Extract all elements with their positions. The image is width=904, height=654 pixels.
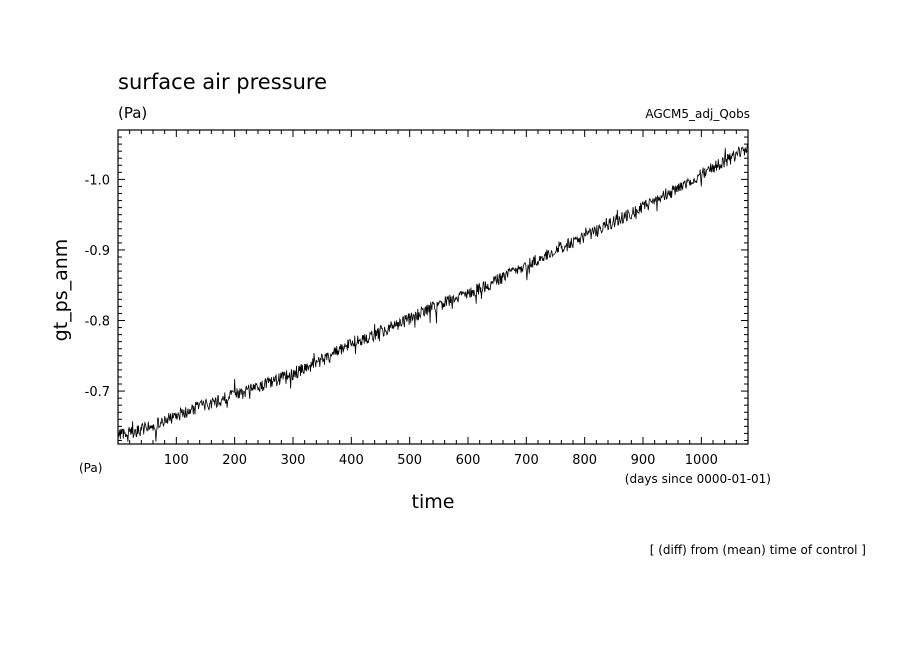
x-tick-label: 500 (397, 453, 422, 468)
x-tick-label: 800 (572, 453, 597, 468)
y-axis-label: gt_ps_anm (50, 239, 72, 342)
x-axis-label: time (412, 491, 455, 513)
y-tick-labels: -0.7 -0.8 -0.9 -1.0 (85, 173, 110, 400)
y-tick-label: -1.0 (85, 173, 110, 188)
x-tick-labels: 100 200 300 400 500 600 700 800 900 1000 (164, 453, 718, 468)
x-units: (days since 0000-01-01) (625, 472, 771, 486)
x-tick-label: 1000 (685, 453, 718, 468)
x-tick-label: 900 (631, 453, 656, 468)
y-tick-label: -0.9 (85, 244, 110, 259)
x-tick-label: 200 (222, 453, 247, 468)
title-units: (Pa) (118, 104, 147, 122)
plot-frame (117, 129, 749, 445)
x-tick-label: 300 (281, 453, 306, 468)
x-tick-label: 600 (456, 453, 481, 468)
footnote: [ (diff) from (mean) time of control ] (650, 543, 866, 557)
x-tick-label: 100 (164, 453, 189, 468)
ticks (118, 129, 748, 444)
x-tick-label: 700 (514, 453, 539, 468)
chart-subtitle: AGCM5_adj_Qobs (645, 107, 750, 121)
chart-title: surface air pressure (118, 70, 327, 94)
x-tick-label: 400 (339, 453, 364, 468)
y-tick-label: -0.8 (85, 315, 110, 330)
y-tick-label: -0.7 (85, 385, 110, 400)
y-units: (Pa) (79, 461, 102, 475)
series-line (117, 143, 749, 442)
